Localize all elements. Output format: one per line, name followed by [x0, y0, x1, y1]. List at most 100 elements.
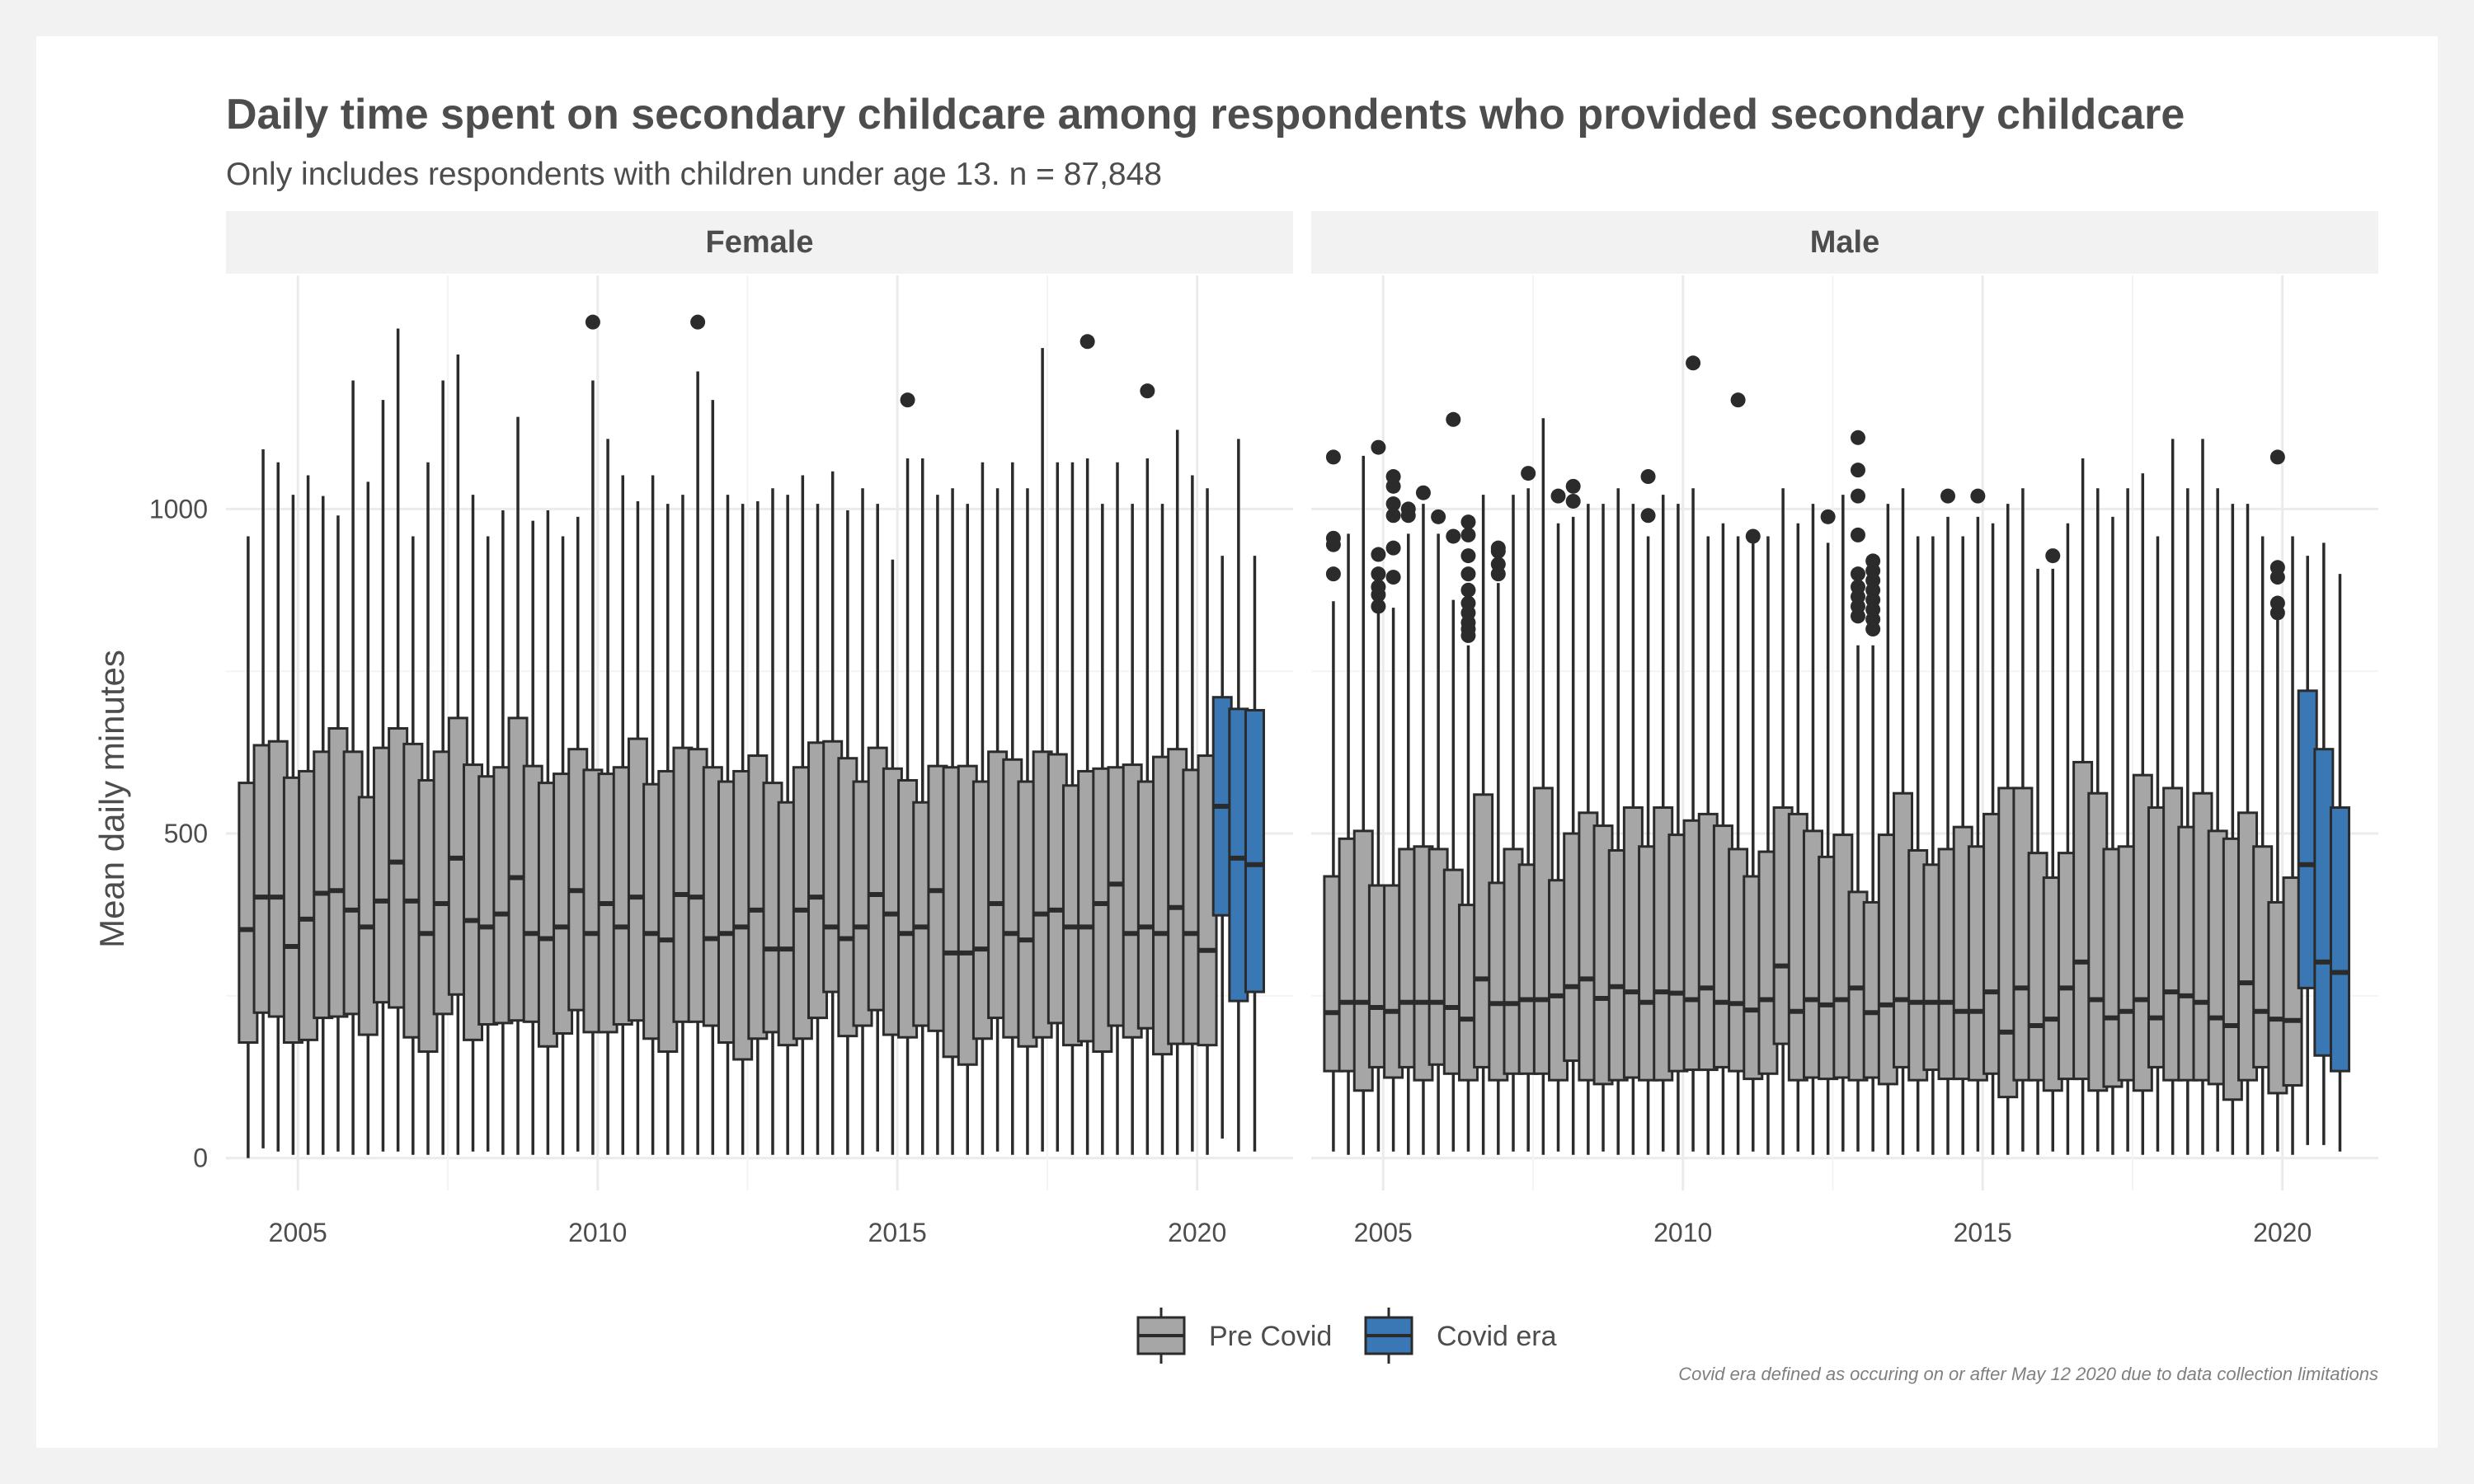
- box-pre: [1517, 466, 1539, 1152]
- box-pre: [342, 380, 364, 1155]
- box-pre: [1907, 536, 1929, 1152]
- outlier-point: [1940, 488, 1956, 504]
- outlier-point: [1970, 488, 1986, 504]
- box-pre: [1967, 488, 1988, 1152]
- box-pre: [1832, 495, 1854, 1152]
- outlier-point: [1079, 334, 1095, 350]
- outlier-point: [1730, 392, 1746, 408]
- chart-title: Daily time spent on secondary childcare …: [226, 91, 2185, 139]
- box-pre: [807, 504, 829, 1155]
- box-pre: [2177, 488, 2199, 1155]
- box-pre: [507, 416, 529, 1155]
- box-pre: [1653, 495, 1674, 1152]
- outlier-point: [1371, 579, 1386, 594]
- box-pre: [2162, 439, 2184, 1155]
- box-pre: [1802, 504, 1823, 1155]
- box-pre: [1047, 462, 1068, 1152]
- box-pre: [1442, 411, 1464, 1152]
- box-pre: [1787, 523, 1808, 1152]
- box-pre: [822, 471, 844, 1155]
- box-iqr: [2329, 806, 2350, 1073]
- outlier-point: [2269, 560, 2285, 575]
- box-pre: [657, 504, 679, 1155]
- box-pre: [267, 462, 289, 1152]
- box-pre: [912, 458, 934, 1155]
- outlier-point: [1686, 355, 1701, 371]
- box-pre: [1592, 504, 1614, 1152]
- box-pre: [747, 500, 769, 1155]
- panel-strip-label: Female: [706, 225, 814, 260]
- outlier-point: [1385, 469, 1401, 485]
- box-pre: [1427, 509, 1449, 1155]
- box-pre: [1638, 469, 1659, 1155]
- box-pre: [2132, 473, 2153, 1155]
- box-pre: [1607, 488, 1629, 1155]
- box-pre: [432, 380, 454, 1155]
- outlier-point: [1385, 496, 1401, 512]
- y-tick-label: 1000: [149, 494, 208, 524]
- box-pre: [1352, 455, 1374, 1155]
- x-tick-label: 2005: [269, 1218, 327, 1247]
- box-pre: [1548, 488, 1569, 1152]
- box-pre: [2042, 548, 2063, 1152]
- legend-item: Pre Covid: [1136, 1308, 1332, 1364]
- box-pre: [252, 448, 274, 1148]
- box-pre: [627, 500, 648, 1155]
- legend: Pre Covid Covid era: [1136, 1308, 1557, 1364]
- box-pre: [2102, 516, 2124, 1155]
- box-pre: [672, 495, 694, 1155]
- box-pre: [1488, 540, 1509, 1155]
- box-pre: [1743, 528, 1764, 1152]
- y-tick-label: 500: [164, 819, 208, 848]
- box-pre: [792, 475, 813, 1155]
- outlier-point: [1865, 553, 1881, 569]
- x-tick-label: 2005: [1354, 1218, 1413, 1247]
- outlier-point: [1850, 463, 1865, 478]
- box-pre: [1122, 504, 1143, 1155]
- box-pre: [238, 536, 259, 1158]
- box-pre: [717, 495, 738, 1155]
- outlier-point: [1400, 501, 1416, 517]
- outlier-point: [1460, 527, 1476, 542]
- outlier-point: [1460, 548, 1476, 564]
- outlier-point: [1850, 488, 1865, 504]
- box-pre: [1563, 478, 1584, 1155]
- box-pre: [2012, 488, 2034, 1152]
- outlier-point: [1325, 449, 1341, 465]
- box-pre: [1772, 488, 1794, 1155]
- box-pre: [463, 495, 484, 1152]
- box-pre: [897, 392, 919, 1155]
- y-axis-title: Mean daily minutes: [92, 650, 131, 948]
- outlier-point: [1140, 383, 1155, 399]
- outlier-point: [1490, 556, 1506, 572]
- box-pre: [582, 314, 604, 1155]
- chart-card: Daily time spent on secondary childcare …: [36, 36, 2438, 1448]
- outlier-point: [1460, 566, 1476, 582]
- box-pre: [402, 536, 424, 1155]
- box-covid: [1244, 556, 1265, 1152]
- outlier-point: [1850, 527, 1865, 542]
- x-tick-label: 2010: [568, 1218, 627, 1247]
- box-pre: [1107, 462, 1128, 1155]
- box-pre: [357, 481, 379, 1155]
- outlier-point: [2269, 595, 2285, 611]
- outlier-point: [1521, 466, 1536, 481]
- box-covid: [2329, 574, 2350, 1152]
- boxplot-chart: Daily time spent on secondary childcare …: [92, 91, 2378, 1384]
- outlier-point: [1431, 509, 1446, 524]
- x-tick-label: 2015: [868, 1218, 927, 1247]
- outlier-point: [1371, 566, 1386, 582]
- outlier-point: [1745, 528, 1761, 544]
- box-pre: [1937, 488, 1959, 1155]
- box-pre: [1922, 536, 1944, 1155]
- box-pre: [1383, 469, 1404, 1152]
- box-pre: [567, 516, 589, 1152]
- outlier-point: [2269, 449, 2285, 465]
- box-pre: [1167, 430, 1188, 1155]
- box-pre: [2282, 536, 2303, 1155]
- x-tick-label: 2015: [1954, 1218, 2012, 1247]
- box-pre: [417, 462, 439, 1155]
- box-pre: [1473, 495, 1494, 1155]
- box-pre: [522, 520, 543, 1155]
- box-pre: [1847, 430, 1869, 1152]
